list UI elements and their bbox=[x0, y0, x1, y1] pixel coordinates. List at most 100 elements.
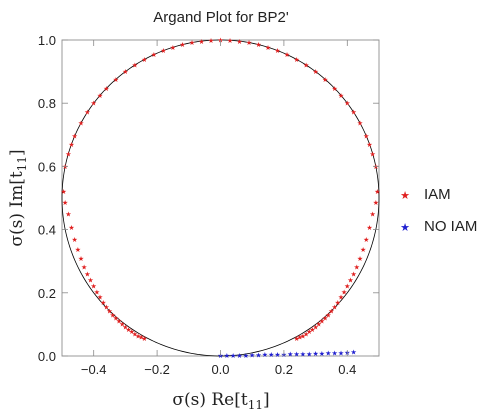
data-point: ★ bbox=[224, 352, 230, 360]
data-point: ★ bbox=[119, 321, 125, 329]
y-axis-label: σ(s) Im[t11] bbox=[7, 149, 29, 246]
data-point: ★ bbox=[293, 335, 299, 343]
data-point: ★ bbox=[236, 352, 242, 360]
x-tick-label: −0.4 bbox=[81, 362, 107, 377]
data-point: ★ bbox=[255, 41, 261, 49]
plot-area: ★★★★★★★★★★★★★★★★★★★★★★★★★★★★★★★★★★★★★★★★… bbox=[38, 33, 381, 377]
data-point: ★ bbox=[350, 349, 356, 357]
legend-label-iam: IAM bbox=[424, 186, 451, 203]
data-point: ★ bbox=[141, 56, 147, 64]
data-point: ★ bbox=[141, 335, 147, 343]
data-point: ★ bbox=[306, 328, 312, 336]
data-point: ★ bbox=[160, 47, 166, 55]
data-point: ★ bbox=[227, 37, 233, 45]
data-point: ★ bbox=[374, 188, 380, 196]
data-point: ★ bbox=[170, 44, 176, 52]
data-point: ★ bbox=[62, 163, 68, 171]
data-point: ★ bbox=[94, 288, 100, 296]
data-point: ★ bbox=[81, 263, 87, 271]
data-point: ★ bbox=[87, 277, 93, 285]
x-tick-label: 0.2 bbox=[275, 362, 293, 377]
x-tick-label: 0.4 bbox=[338, 362, 356, 377]
data-point: ★ bbox=[357, 255, 363, 263]
data-point: ★ bbox=[189, 39, 195, 47]
data-point: ★ bbox=[262, 351, 268, 359]
data-point: ★ bbox=[65, 210, 71, 218]
data-point: ★ bbox=[116, 318, 122, 326]
x-axis-label: σ(s) Re[t11] bbox=[172, 390, 269, 412]
data-point: ★ bbox=[265, 44, 271, 52]
y-tick-label: 0.2 bbox=[38, 286, 56, 301]
data-point: ★ bbox=[68, 141, 74, 149]
data-point: ★ bbox=[255, 352, 261, 360]
data-point: ★ bbox=[179, 41, 185, 49]
data-point: ★ bbox=[325, 350, 331, 358]
data-point: ★ bbox=[217, 352, 223, 360]
data-point: ★ bbox=[268, 351, 274, 359]
legend-item-iam: ★ IAM bbox=[400, 186, 451, 203]
data-point: ★ bbox=[198, 38, 204, 46]
data-point: ★ bbox=[230, 352, 236, 360]
data-point: ★ bbox=[328, 308, 334, 316]
data-point: ★ bbox=[135, 332, 141, 340]
data-point: ★ bbox=[62, 199, 68, 207]
data-point: ★ bbox=[78, 255, 84, 263]
y-tick-label: 0.8 bbox=[38, 96, 56, 111]
legend-label-no-iam: NO IAM bbox=[424, 218, 477, 235]
data-point: ★ bbox=[68, 224, 74, 232]
data-point: ★ bbox=[360, 246, 366, 254]
data-point: ★ bbox=[284, 51, 290, 59]
data-point: ★ bbox=[60, 188, 66, 196]
data-point: ★ bbox=[151, 51, 157, 59]
data-point: ★ bbox=[312, 350, 318, 358]
data-point: ★ bbox=[72, 236, 78, 244]
data-point: ★ bbox=[125, 326, 131, 334]
data-point: ★ bbox=[293, 56, 299, 64]
data-point: ★ bbox=[75, 246, 81, 254]
data-point: ★ bbox=[300, 332, 306, 340]
data-point: ★ bbox=[113, 315, 119, 323]
data-point: ★ bbox=[316, 321, 322, 329]
data-point: ★ bbox=[363, 236, 369, 244]
data-point: ★ bbox=[72, 133, 78, 141]
legend: ★ IAM ★ NO IAM bbox=[400, 186, 477, 235]
data-point: ★ bbox=[103, 304, 109, 312]
data-point: ★ bbox=[100, 299, 106, 307]
data-point: ★ bbox=[373, 163, 379, 171]
data-point: ★ bbox=[297, 334, 303, 342]
data-point: ★ bbox=[65, 150, 71, 158]
legend-marker-no-iam: ★ bbox=[400, 222, 410, 234]
data-point: ★ bbox=[293, 351, 299, 359]
data-point: ★ bbox=[129, 328, 135, 336]
data-point: ★ bbox=[347, 277, 353, 285]
data-point: ★ bbox=[84, 270, 90, 278]
data-point: ★ bbox=[344, 100, 350, 108]
data-point: ★ bbox=[303, 330, 309, 338]
data-point: ★ bbox=[287, 351, 293, 359]
data-point: ★ bbox=[132, 330, 138, 338]
data-point: ★ bbox=[373, 199, 379, 207]
data-point: ★ bbox=[366, 141, 372, 149]
y-tick-label: 0.0 bbox=[38, 349, 56, 364]
y-tick-label: 0.6 bbox=[38, 159, 56, 174]
data-point: ★ bbox=[322, 76, 328, 84]
data-point: ★ bbox=[338, 92, 344, 100]
data-point: ★ bbox=[350, 270, 356, 278]
chart-title: Argand Plot for BP2' bbox=[153, 9, 289, 26]
x-tick-label: 0.0 bbox=[211, 362, 229, 377]
data-point: ★ bbox=[319, 350, 325, 358]
data-point: ★ bbox=[331, 349, 337, 357]
series-layer: ★★★★★★★★★★★★★★★★★★★★★★★★★★★★★★★★★★★★★★★★… bbox=[60, 37, 380, 361]
data-point: ★ bbox=[246, 39, 252, 47]
data-point: ★ bbox=[103, 85, 109, 93]
data-point: ★ bbox=[138, 334, 144, 342]
data-point: ★ bbox=[91, 100, 97, 108]
legend-marker-iam: ★ bbox=[400, 190, 410, 202]
data-point: ★ bbox=[331, 85, 337, 93]
data-point: ★ bbox=[335, 299, 341, 307]
data-point: ★ bbox=[274, 351, 280, 359]
data-point: ★ bbox=[122, 323, 128, 331]
data-point: ★ bbox=[243, 352, 249, 360]
data-point: ★ bbox=[110, 311, 116, 319]
